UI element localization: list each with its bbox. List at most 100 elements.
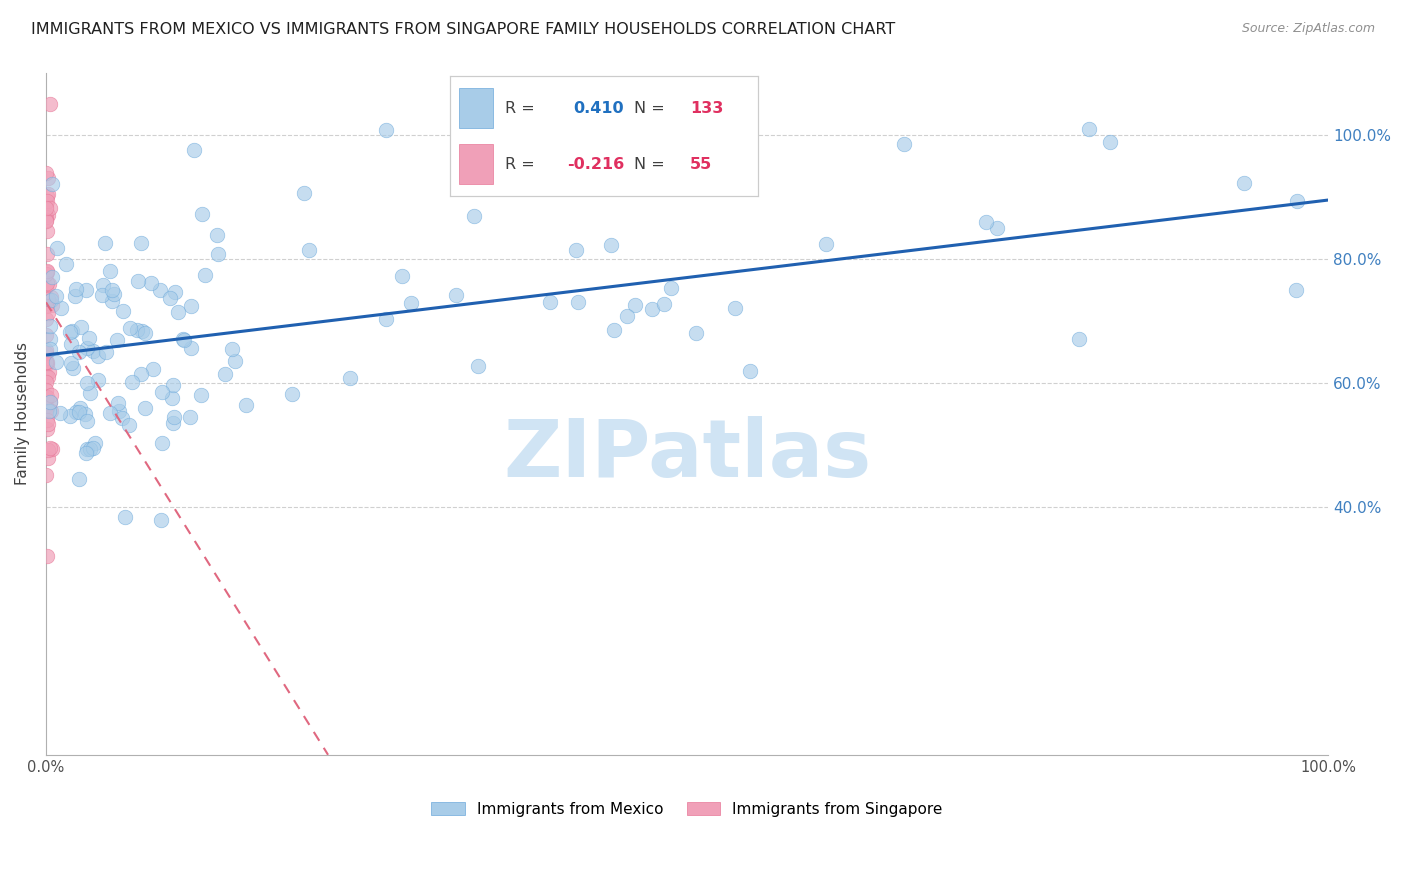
Point: [163, 285, 186, 299]
Point: [70, 320, 93, 334]
Point: [79, 442, 101, 456]
Point: [62, 361, 84, 376]
Point: [37, 450, 59, 465]
Point: [159, 291, 181, 305]
Point: [224, 354, 246, 368]
Point: [129, 235, 152, 250]
Point: [60, 337, 83, 351]
Point: [82, 441, 104, 455]
Point: [38, 365, 60, 379]
Point: [35, 346, 58, 360]
Point: [35, 276, 58, 290]
Point: [65, 405, 87, 419]
Point: [401, 296, 423, 310]
Point: [1285, 283, 1308, 297]
Point: [35, 327, 58, 342]
Point: [162, 392, 184, 406]
Point: [107, 334, 129, 348]
Point: [149, 513, 172, 527]
Point: [37, 293, 59, 307]
Point: [114, 510, 136, 524]
Point: [131, 367, 153, 381]
Point: [35, 357, 58, 371]
Point: [107, 396, 129, 410]
Point: [467, 359, 489, 373]
Point: [39, 293, 62, 307]
Point: [221, 342, 243, 356]
Point: [41, 442, 63, 456]
Point: [1098, 135, 1121, 149]
Point: [585, 115, 607, 129]
Point: [37, 170, 59, 185]
Point: [35, 412, 58, 426]
Point: [101, 283, 124, 297]
Y-axis label: Family Households: Family Households: [15, 343, 30, 485]
Point: [374, 123, 396, 137]
Point: [986, 221, 1008, 235]
Point: [37, 208, 59, 222]
Point: [76, 341, 98, 355]
Point: [41, 298, 63, 312]
Point: [121, 375, 143, 389]
Point: [292, 186, 315, 201]
Point: [118, 418, 141, 433]
Point: [37, 186, 59, 201]
Point: [79, 386, 101, 401]
Point: [205, 228, 228, 243]
Point: [1286, 194, 1309, 208]
Point: [893, 136, 915, 151]
Point: [127, 323, 149, 337]
Point: [94, 235, 117, 250]
Point: [641, 301, 664, 316]
Point: [87, 373, 110, 387]
Point: [75, 283, 97, 297]
Point: [38, 403, 60, 417]
Point: [35, 280, 58, 294]
Point: [191, 207, 214, 221]
Point: [35, 299, 58, 313]
Point: [35, 343, 58, 358]
Point: [55, 257, 77, 271]
Point: [59, 356, 82, 370]
Point: [49, 301, 72, 315]
Point: [163, 409, 186, 424]
Point: [180, 341, 202, 355]
Point: [112, 304, 135, 318]
Point: [35, 196, 58, 211]
Point: [35, 166, 58, 180]
Point: [38, 201, 60, 215]
Point: [35, 247, 58, 261]
Point: [103, 287, 125, 301]
Legend: Immigrants from Mexico, Immigrants from Singapore: Immigrants from Mexico, Immigrants from …: [425, 796, 949, 823]
Point: [76, 414, 98, 428]
Point: [41, 178, 63, 192]
Point: [162, 416, 184, 430]
Point: [91, 288, 114, 302]
Point: [179, 410, 201, 425]
Point: [35, 265, 58, 279]
Point: [65, 282, 87, 296]
Point: [75, 445, 97, 459]
Point: [38, 318, 60, 333]
Point: [444, 287, 467, 301]
Point: [139, 276, 162, 290]
Point: [180, 299, 202, 313]
Point: [67, 471, 90, 485]
Point: [45, 355, 67, 369]
Point: [84, 435, 107, 450]
Point: [73, 407, 96, 421]
Point: [38, 342, 60, 356]
Point: [131, 324, 153, 338]
Point: [214, 367, 236, 381]
Point: [281, 387, 304, 401]
Point: [35, 392, 58, 406]
Point: [194, 268, 217, 282]
Point: [67, 405, 90, 419]
Point: [35, 210, 58, 224]
Point: [39, 388, 62, 402]
Point: [49, 406, 72, 420]
Point: [602, 323, 624, 337]
Point: [37, 402, 59, 417]
Point: [111, 411, 134, 425]
Point: [35, 375, 58, 389]
